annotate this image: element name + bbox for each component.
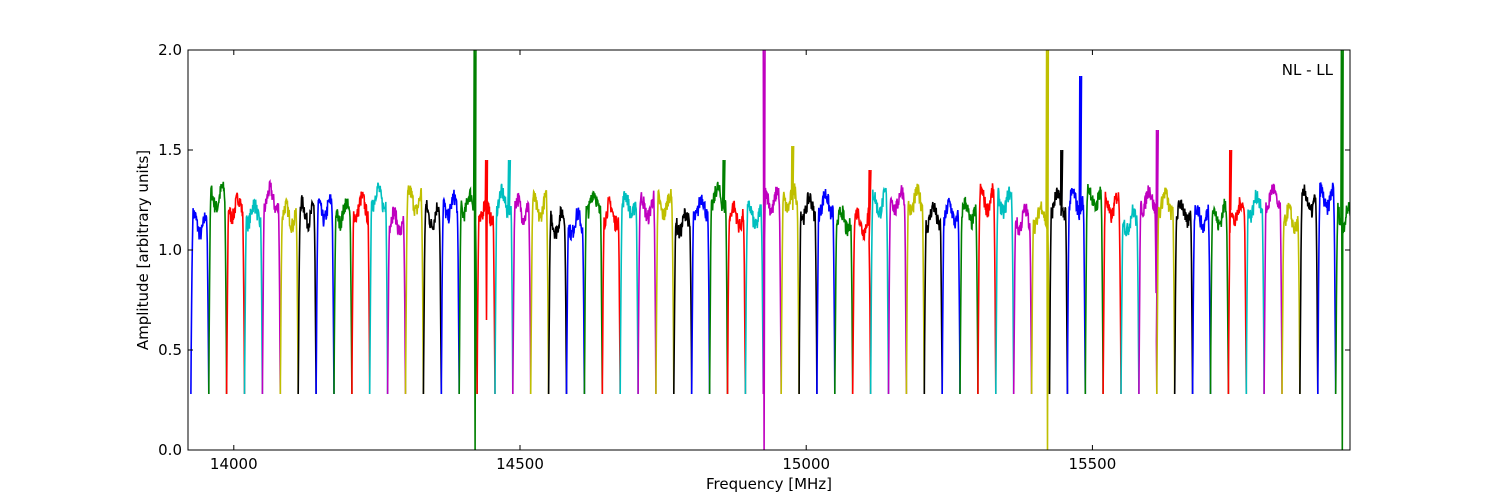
subband-series-line	[816, 188, 836, 395]
subband-series-line	[637, 190, 657, 395]
y-axis-ticks: 0.0 0.5 1.0 1.5 2.0	[158, 41, 1350, 459]
subband-series-line	[1138, 129, 1159, 395]
x-tick-label: 14500	[496, 455, 544, 473]
plot-annotation: NL - LL	[1282, 61, 1334, 79]
subband-series-line	[1334, 50, 1350, 450]
subband-series-line	[780, 145, 800, 395]
x-tick-label: 15000	[782, 455, 830, 473]
subband-series-line	[762, 50, 782, 450]
x-axis-ticks: 14000 14500 15000 15500	[210, 50, 1116, 473]
subband-series-line	[315, 194, 335, 395]
subband-series-line	[583, 190, 604, 395]
subband-series-line	[1191, 204, 1212, 395]
subband-series-line	[208, 181, 228, 395]
subband-series-line	[1066, 75, 1087, 395]
subband-series-line	[673, 208, 693, 395]
subband-series-line	[1048, 149, 1069, 395]
subband-series-line	[977, 183, 997, 395]
subband-series-line	[923, 201, 943, 395]
subband-series-line	[1299, 184, 1319, 395]
subband-series-line	[690, 194, 711, 395]
subband-series-line	[368, 182, 389, 395]
subband-series-line	[959, 196, 979, 395]
subband-series-line	[655, 188, 675, 395]
subband-series-line	[1156, 187, 1176, 395]
subband-series-line	[1281, 202, 1301, 395]
subband-series-line	[512, 192, 532, 395]
y-tick-label: 1.5	[158, 141, 182, 159]
subband-series-line	[708, 159, 729, 395]
subband-series-line	[1173, 199, 1194, 395]
x-tick-label: 14000	[210, 455, 258, 473]
subband-series-line	[297, 195, 317, 395]
subband-series-line	[565, 207, 586, 395]
subband-series-line	[941, 197, 961, 395]
subband-series-line	[422, 200, 443, 395]
subband-series-line	[601, 196, 621, 395]
subband-series-line	[351, 191, 371, 395]
subband-series-line	[1263, 183, 1283, 395]
subband-series-line	[851, 169, 872, 395]
subband-series-line	[744, 200, 765, 395]
subband-series-line	[1084, 183, 1104, 395]
x-axis-label: Frequency [MHz]	[706, 475, 832, 493]
subband-series-line	[458, 50, 478, 450]
y-tick-label: 2.0	[158, 41, 182, 59]
subband-series-line	[386, 206, 407, 395]
subband-series-line	[1012, 203, 1033, 395]
subband-series-line	[1209, 198, 1230, 395]
subband-series-line	[1120, 204, 1140, 395]
subband-series-line	[333, 198, 353, 395]
y-tick-label: 0.0	[158, 441, 182, 459]
subband-series-line	[798, 192, 818, 395]
subband-series-line	[494, 159, 514, 395]
x-tick-label: 15500	[1069, 455, 1117, 473]
subband-series-line	[834, 205, 854, 395]
y-tick-label: 0.5	[158, 341, 182, 359]
subband-series-line	[529, 188, 550, 395]
subband-series-line	[1227, 149, 1248, 395]
subband-series-line	[869, 186, 890, 395]
subband-series-line	[440, 189, 460, 395]
subband-series-line	[1030, 50, 1051, 450]
subband-series-line	[905, 183, 926, 395]
subband-series-line	[261, 178, 282, 395]
subband-series-line	[190, 208, 210, 395]
y-axis-label: Amplitude [arbitrary units]	[134, 150, 152, 350]
subband-series-line	[279, 197, 299, 395]
series-layer	[190, 50, 1350, 450]
subband-series-line	[404, 185, 425, 395]
subband-series-line	[726, 200, 747, 395]
subband-series-line	[1317, 182, 1337, 395]
subband-series-line	[1245, 189, 1265, 395]
subband-series-line	[619, 191, 639, 395]
subband-series-line	[476, 159, 496, 395]
subband-series-line	[243, 198, 264, 395]
subband-series-line	[887, 185, 908, 395]
subband-series-line	[995, 186, 1015, 395]
subband-series-line	[547, 205, 568, 395]
subband-series-line	[225, 192, 246, 395]
subband-series-line	[1102, 191, 1122, 395]
y-tick-label: 1.0	[158, 241, 182, 259]
